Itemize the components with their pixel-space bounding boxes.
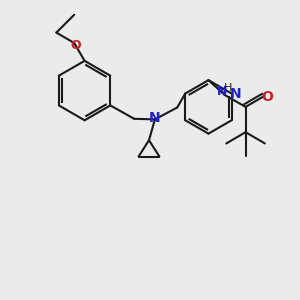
Text: H: H [224,83,232,94]
Text: O: O [70,40,81,52]
Text: N: N [149,111,161,125]
Text: N: N [217,85,227,98]
Text: N: N [230,86,241,100]
Text: O: O [261,89,273,103]
